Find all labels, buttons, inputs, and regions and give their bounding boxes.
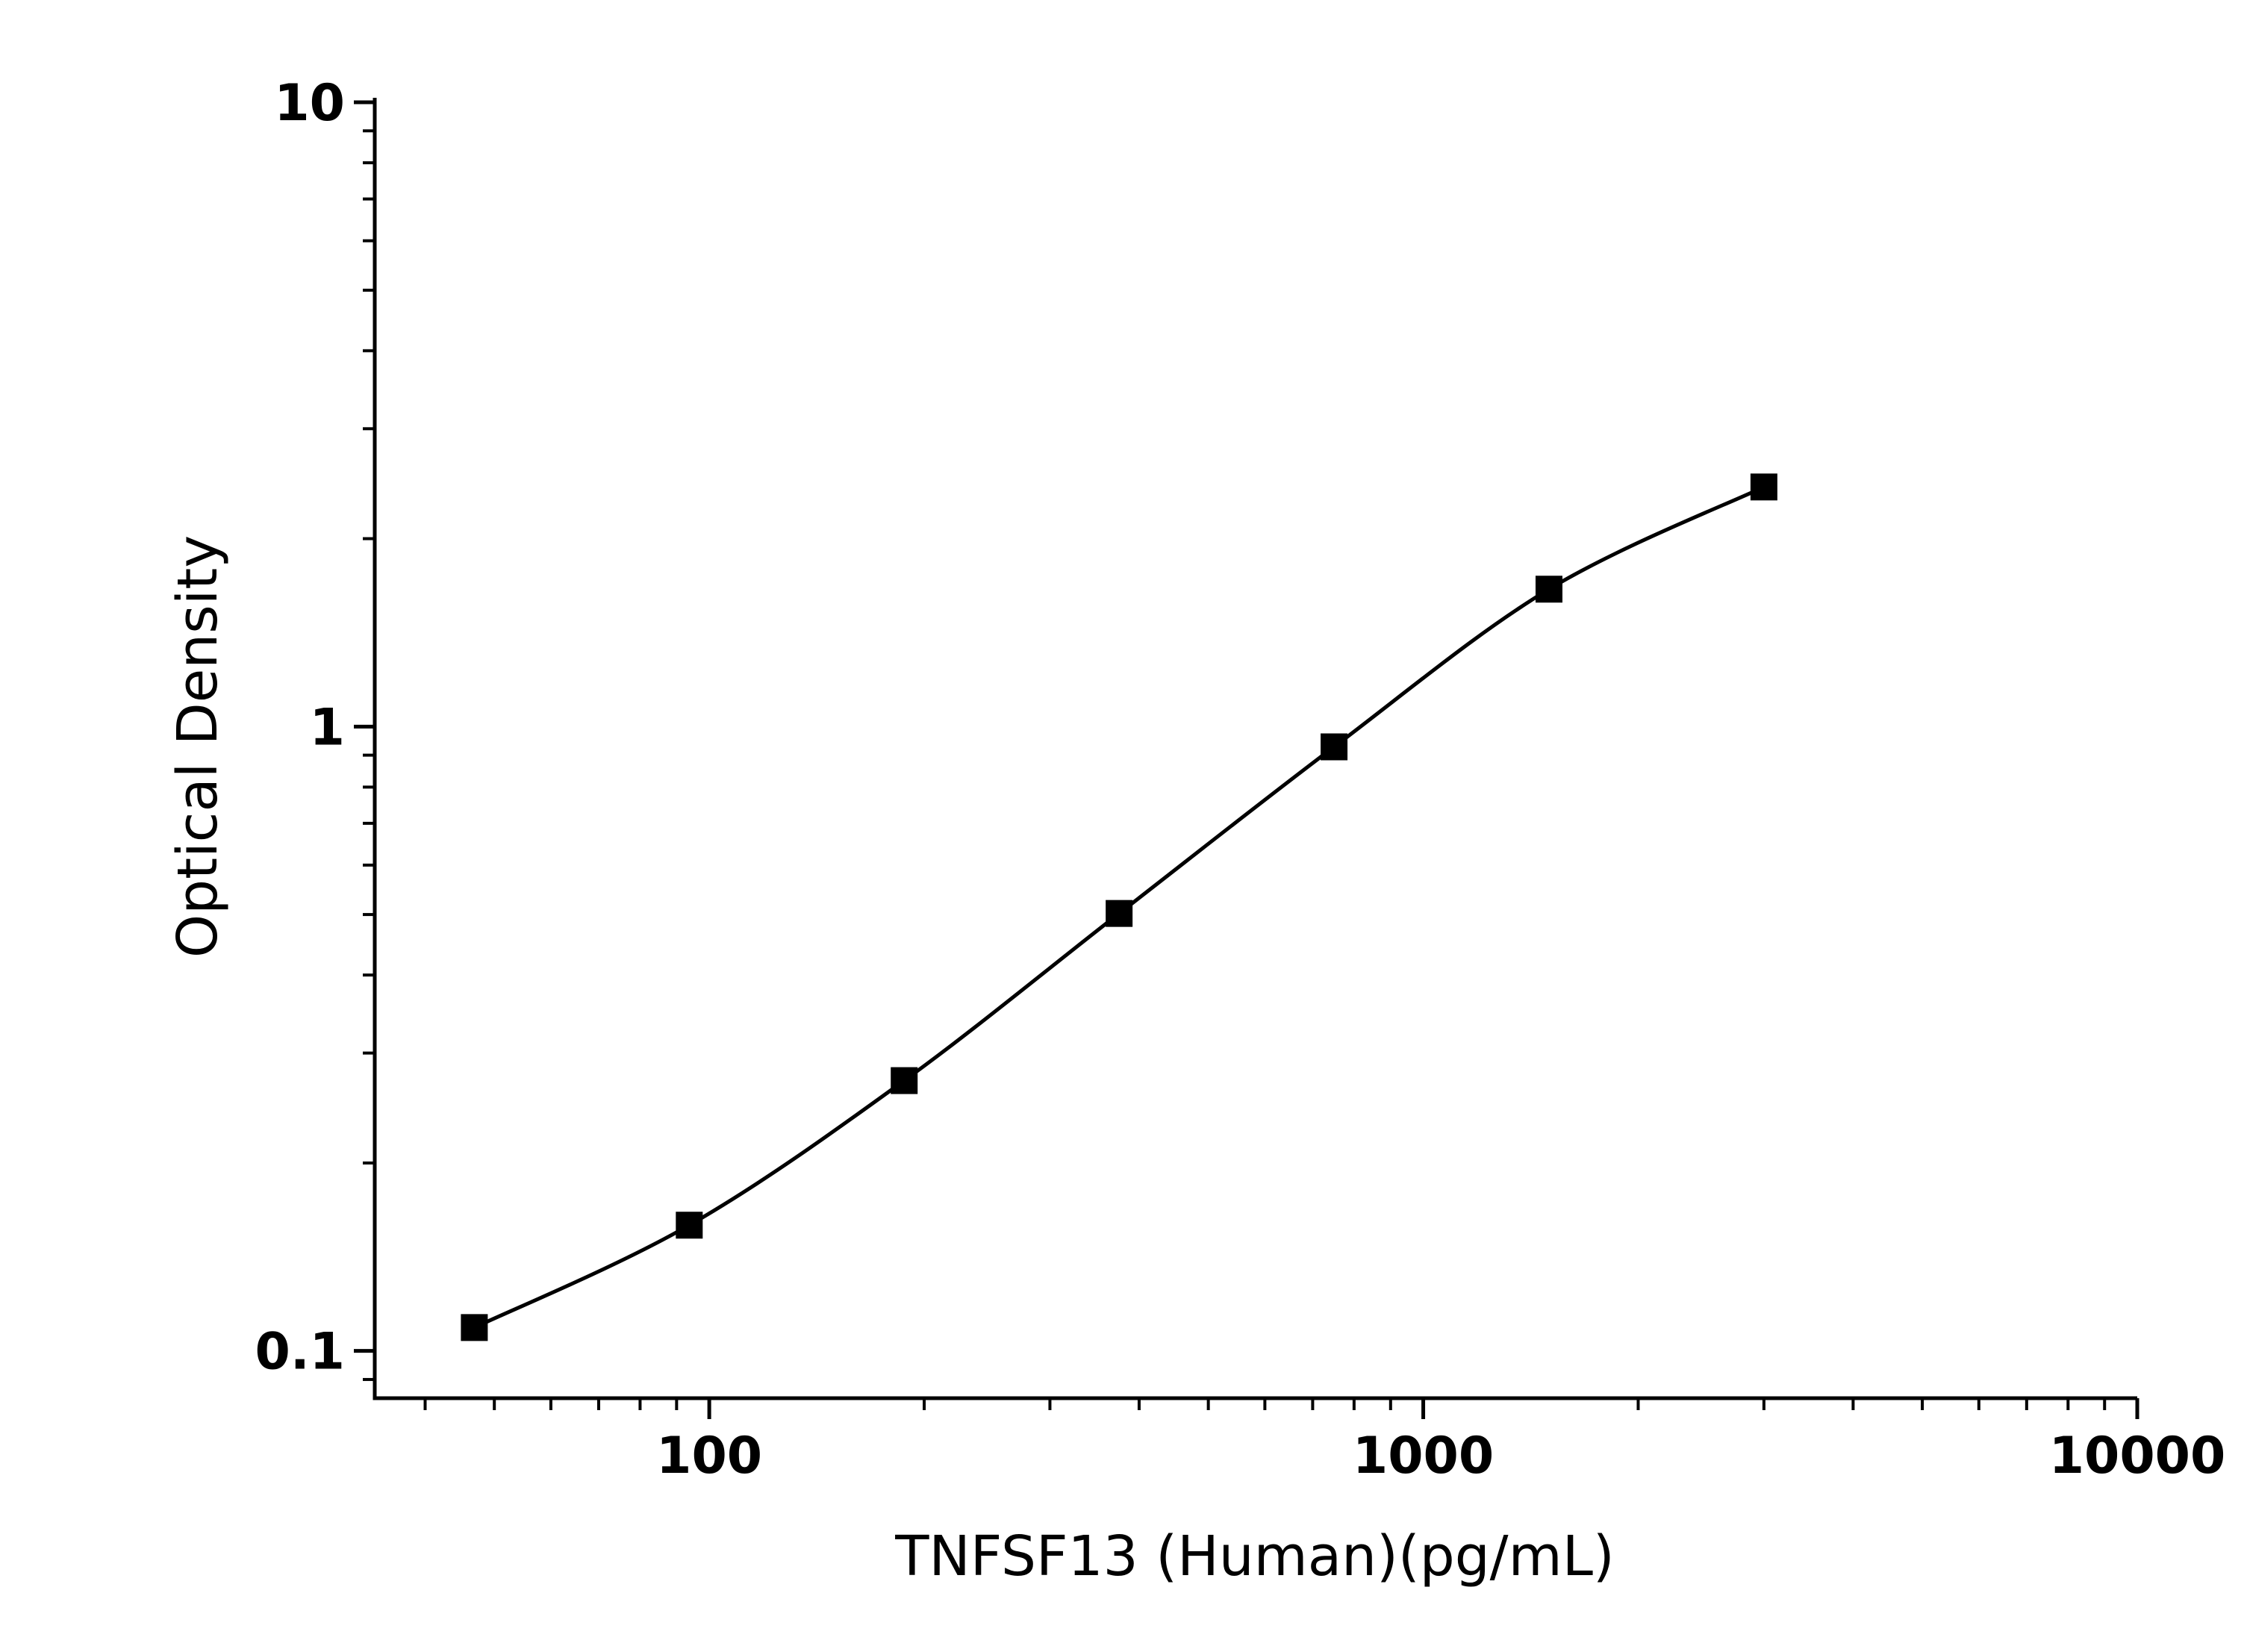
y-axis-title: Optical Density: [166, 535, 230, 958]
data-point: [891, 1067, 918, 1094]
x-axis-title: TNFSF13 (Human)(pg/mL): [894, 1524, 1615, 1589]
data-point: [1750, 473, 1777, 501]
data-point: [461, 1314, 488, 1341]
y-tick-label: 10: [274, 74, 345, 133]
x-tick-label: 10000: [2049, 1427, 2226, 1486]
data-point: [1535, 576, 1562, 603]
x-tick-label: 100: [656, 1427, 762, 1486]
data-point: [1321, 733, 1348, 761]
data-point: [1106, 900, 1133, 927]
data-point: [676, 1212, 703, 1239]
x-tick-label: 1000: [1353, 1427, 1494, 1486]
y-tick-label: 0.1: [255, 1323, 345, 1382]
y-tick-label: 1: [310, 698, 345, 757]
